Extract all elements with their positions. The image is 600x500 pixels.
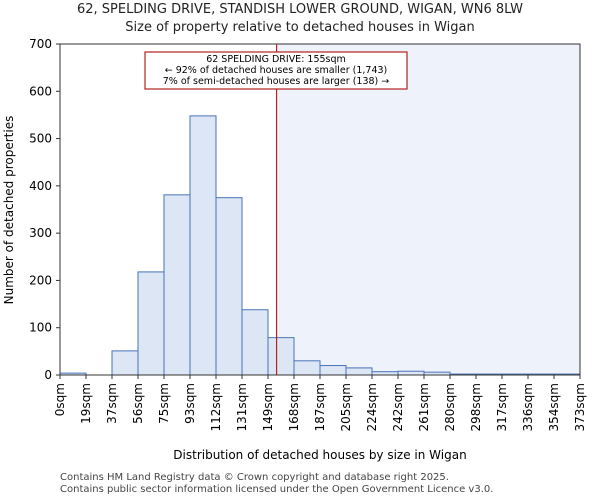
y-tick-label: 200 — [29, 273, 52, 287]
bar-187sqm — [319, 365, 347, 376]
annotation-line-2: ← 92% of detached houses are smaller (1,… — [165, 65, 388, 76]
x-tick-label: 75sqm — [157, 383, 171, 424]
bar-168sqm — [293, 360, 321, 376]
x-tick-label: 336sqm — [521, 383, 535, 431]
y-tick-label: 300 — [29, 226, 52, 240]
x-tick-label: 205sqm — [339, 383, 353, 431]
annotation-box — [144, 51, 408, 90]
x-tick-label: 37sqm — [105, 383, 119, 424]
bar-75sqm — [163, 194, 191, 376]
y-tick-label: 100 — [29, 321, 52, 335]
bar-93sqm — [189, 115, 217, 376]
chart-subtitle: Size of property relative to detached ho… — [125, 20, 475, 35]
bar-242sqm — [397, 370, 425, 376]
x-tick-label: 242sqm — [391, 383, 405, 431]
x-tick-label: 112sqm — [209, 383, 223, 431]
y-tick-label: 700 — [29, 37, 52, 51]
x-axis-label: Distribution of detached houses by size … — [173, 448, 466, 462]
x-tick-label: 280sqm — [443, 383, 457, 431]
x-tick-label: 317sqm — [495, 383, 509, 431]
bar-112sqm — [215, 197, 243, 376]
bar-37sqm — [111, 350, 139, 376]
bar-56sqm — [137, 271, 165, 376]
bar-131sqm — [241, 309, 269, 376]
y-tick-label: 600 — [29, 84, 52, 98]
annotation-line-3: 7% of semi-detached houses are larger (1… — [163, 76, 390, 87]
footer-copyright: Contains HM Land Registry data © Crown c… — [60, 472, 449, 483]
x-tick-label: 224sqm — [365, 383, 379, 431]
x-tick-label: 19sqm — [79, 383, 93, 424]
x-tick-label: 56sqm — [131, 383, 145, 424]
x-tick-label: 187sqm — [313, 383, 327, 431]
x-tick-label: 131sqm — [235, 383, 249, 431]
x-tick-label: 93sqm — [183, 383, 197, 424]
x-tick-label: 261sqm — [417, 383, 431, 431]
footer-licence: Contains public sector information licen… — [60, 484, 494, 495]
x-tick-label: 168sqm — [287, 383, 301, 431]
x-tick-label: 298sqm — [469, 383, 483, 431]
x-tick-label: 149sqm — [261, 383, 275, 431]
bar-205sqm — [345, 367, 373, 376]
annotation-line-1: 62 SPELDING DRIVE: 155sqm — [206, 54, 346, 65]
bar-149sqm — [267, 337, 295, 376]
x-tick-label: 0sqm — [53, 383, 67, 416]
highlight-region — [276, 44, 580, 375]
x-tick-label: 373sqm — [573, 383, 587, 431]
y-axis-label: Number of detached properties — [2, 116, 16, 305]
chart-title: 62, SPELDING DRIVE, STANDISH LOWER GROUN… — [76, 2, 524, 17]
x-tick-label: 354sqm — [547, 383, 561, 431]
y-tick-label: 400 — [29, 179, 52, 193]
y-tick-label: 500 — [29, 132, 52, 146]
y-tick-label: 0 — [44, 368, 52, 382]
